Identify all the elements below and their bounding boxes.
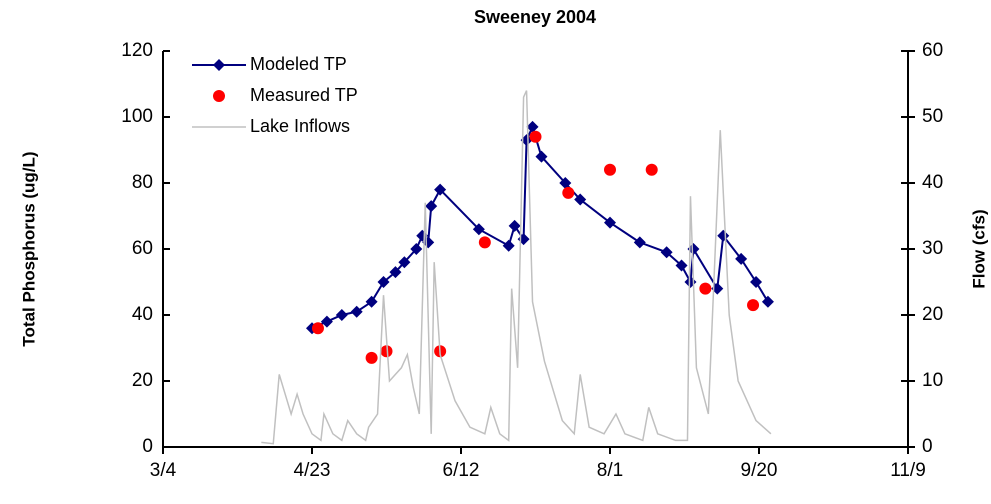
point-marker bbox=[350, 305, 363, 318]
point-marker bbox=[311, 322, 324, 335]
legend-label: Lake Inflows bbox=[250, 116, 350, 136]
x-tick-label: 9/20 bbox=[741, 460, 778, 481]
point-marker bbox=[434, 183, 447, 196]
point-marker bbox=[604, 216, 616, 229]
point-marker bbox=[472, 223, 485, 236]
legend-label: Measured TP bbox=[250, 85, 358, 105]
legend-marker bbox=[213, 90, 225, 102]
point-marker bbox=[517, 233, 530, 246]
point-marker bbox=[320, 315, 333, 328]
point-marker bbox=[529, 130, 542, 143]
y2-tick-label: 60 bbox=[922, 40, 943, 61]
point-marker bbox=[425, 200, 438, 213]
x-tick-label: 11/9 bbox=[890, 460, 926, 481]
point-marker bbox=[604, 163, 616, 176]
point-marker bbox=[684, 276, 697, 288]
point-marker bbox=[365, 351, 378, 364]
x-tick-label: 3/4 bbox=[150, 460, 177, 481]
point-marker bbox=[747, 299, 760, 312]
legend-label: Modeled TP bbox=[250, 54, 347, 74]
point-marker bbox=[699, 282, 712, 295]
point-marker bbox=[416, 229, 429, 242]
point-marker bbox=[389, 266, 402, 279]
point-marker bbox=[559, 177, 572, 189]
point-marker bbox=[398, 256, 411, 269]
y2-tick-label: 20 bbox=[922, 304, 943, 325]
point-marker bbox=[410, 243, 423, 255]
y-tick-label: 40 bbox=[132, 304, 153, 325]
point-marker bbox=[735, 252, 748, 265]
point-marker bbox=[675, 259, 688, 272]
point-marker bbox=[380, 345, 393, 358]
y2-tick-label: 10 bbox=[922, 370, 943, 391]
point-marker bbox=[365, 295, 378, 308]
y-axis-label: Total Phosphorus (ug/L) bbox=[19, 151, 38, 346]
series-line bbox=[261, 90, 772, 445]
point-marker bbox=[535, 150, 548, 163]
y-tick-label: 60 bbox=[132, 238, 153, 259]
x-tick-label: 4/23 bbox=[294, 460, 331, 481]
point-marker bbox=[335, 309, 348, 321]
x-tick-label: 8/1 bbox=[597, 460, 623, 481]
y-tick-label: 20 bbox=[132, 370, 153, 391]
point-marker bbox=[422, 236, 435, 249]
chart-title: Sweeney 2004 bbox=[474, 7, 596, 27]
point-marker bbox=[478, 236, 491, 249]
point-marker bbox=[750, 276, 763, 288]
point-marker bbox=[633, 236, 646, 249]
point-marker bbox=[508, 219, 521, 232]
point-marker bbox=[761, 295, 774, 308]
point-marker bbox=[502, 239, 515, 252]
y-tick-label: 80 bbox=[132, 172, 153, 193]
y-tick-label: 0 bbox=[142, 436, 153, 457]
y2-tick-label: 30 bbox=[922, 238, 943, 259]
y-tick-label: 120 bbox=[121, 40, 153, 61]
y2-tick-label: 50 bbox=[922, 106, 943, 127]
y2-tick-label: 40 bbox=[922, 172, 943, 193]
point-marker bbox=[660, 246, 673, 259]
y2-axis-label: Flow (cfs) bbox=[969, 209, 988, 288]
y2-tick-label: 0 bbox=[922, 436, 933, 457]
point-marker bbox=[526, 120, 539, 133]
point-marker bbox=[574, 193, 587, 206]
point-marker bbox=[645, 163, 658, 176]
point-marker bbox=[377, 276, 390, 288]
point-marker bbox=[562, 186, 575, 199]
x-tick-label: 6/12 bbox=[443, 460, 480, 481]
y-tick-label: 100 bbox=[121, 106, 153, 127]
legend-marker bbox=[213, 59, 225, 71]
